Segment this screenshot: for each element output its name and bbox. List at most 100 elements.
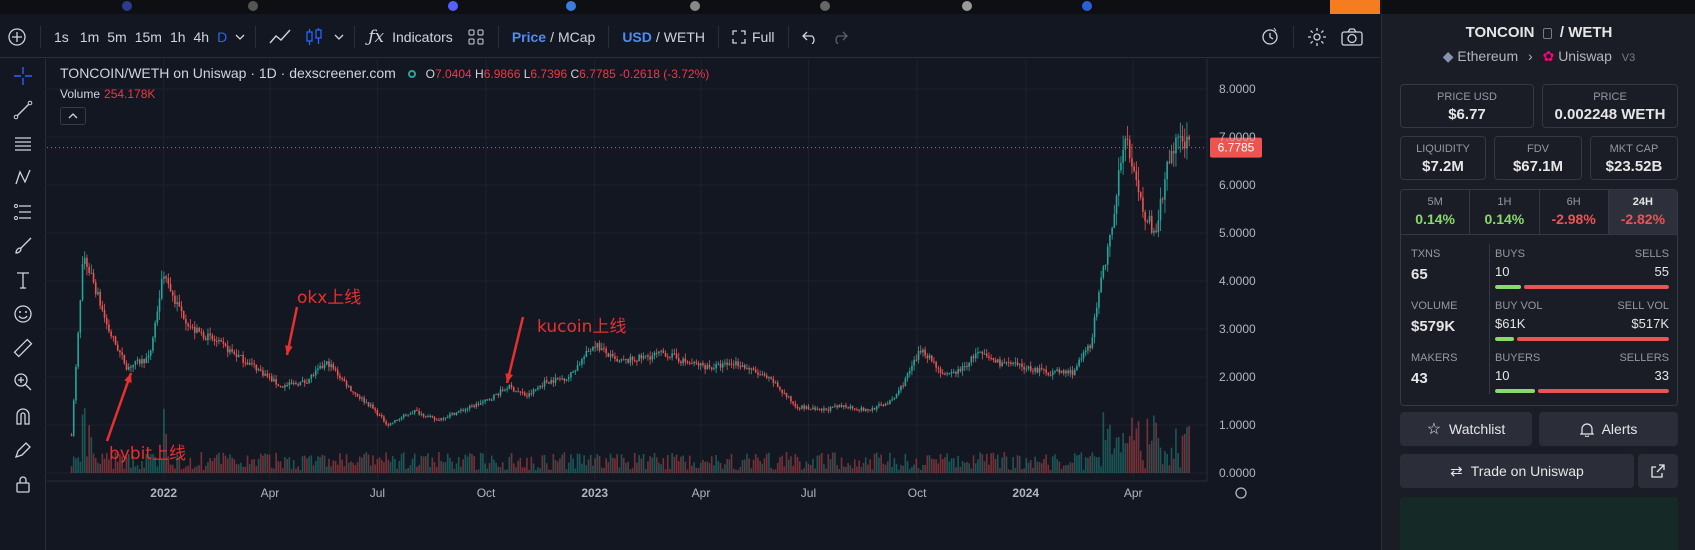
trade-button[interactable]: ⇄ Trade on Uniswap [1400,454,1634,488]
add-symbol-button[interactable] [0,16,34,58]
alerts-button[interactable]: Alerts [1539,412,1678,446]
volume-bar [600,467,603,473]
emoji-tool[interactable] [0,297,46,331]
tab-favicon[interactable] [122,1,132,11]
volume-bar [680,456,682,473]
currency-toggle[interactable]: USD / WETH [622,28,705,45]
volume-bar [255,465,258,473]
tab-favicon[interactable] [248,1,258,11]
candle-body [798,408,801,410]
replay-button[interactable] [1253,16,1287,58]
brush-tool[interactable] [0,229,46,263]
candle-body [413,409,416,413]
browser-extension-button[interactable] [1330,0,1380,14]
toolbar-right-group [1253,16,1370,58]
tab-1h[interactable]: 1H 0.14% [1470,190,1540,234]
copy-icon[interactable] [1542,27,1552,39]
tab-favicon[interactable] [690,1,700,11]
interval-4h[interactable]: 4h [193,28,210,45]
text-tool[interactable] [0,263,46,297]
volume-bar [785,452,788,473]
interval-1m[interactable]: 1m [79,28,100,45]
chart-type-dropdown[interactable] [330,16,348,58]
horizontal-lines-tool[interactable] [0,127,46,161]
trendline-tool[interactable] [0,93,46,127]
magnet-tool[interactable] [0,399,46,433]
volume-bar [264,453,266,473]
weth-option[interactable]: WETH [663,28,705,45]
candle-body [209,333,211,336]
chain-link[interactable]: Ethereum [1457,48,1519,64]
candle-body [372,404,374,409]
templates-button[interactable] [460,16,492,58]
price-mcap-toggle[interactable]: Price / MCap [511,28,596,45]
volume-bar [442,462,445,473]
ruler-tool[interactable] [0,331,46,365]
watchlist-button[interactable]: ☆ Watchlist [1400,412,1532,446]
volume-bar [1115,437,1118,473]
tab-favicon[interactable] [1082,1,1092,11]
dex-link[interactable]: Uniswap [1558,48,1612,64]
candle-body [288,382,291,386]
volume-bar [143,467,145,473]
tab-favicon[interactable] [962,1,972,11]
line-chart-type-button[interactable] [262,16,298,58]
tab-5m[interactable]: 5M 0.14% [1401,190,1471,234]
interval-dropdown[interactable] [231,16,249,58]
volume-bar [1095,457,1098,473]
volume-bar [277,461,280,473]
volume-bar [732,468,735,473]
pattern-tool[interactable] [0,161,46,195]
lock-tool[interactable] [0,467,46,501]
fullscreen-button[interactable]: Full [725,16,782,58]
candle-body [334,368,337,371]
chart-canvas[interactable]: 6.7785 8.0000 7.0000 6.0000 5.0000 4.0000 3.0… [47,59,1380,550]
candle-body [1179,136,1182,138]
candle-body [1040,367,1043,369]
fib-tool[interactable] [0,195,46,229]
zoom-tool[interactable] [0,365,46,399]
undo-button[interactable] [795,16,825,58]
indicators-button[interactable]: ƒx Indicators [361,16,460,58]
volume-bar [132,458,134,473]
external-link-button[interactable] [1638,454,1678,488]
interval-1h[interactable]: 1h [169,28,186,45]
tab-6h[interactable]: 6H -2.98% [1540,190,1609,234]
tab-favicon[interactable] [566,1,576,11]
price-chart[interactable]: 6.7785 8.0000 7.0000 6.0000 5.0000 4.0000 3.0… [47,59,1380,550]
interval-1d[interactable]: D [217,28,228,45]
volume-bar [1016,455,1019,473]
tab-24h[interactable]: 24H -2.82% [1608,190,1677,234]
volume-bar [275,452,277,473]
candle-body [1067,370,1069,374]
volume-bar [1133,440,1135,473]
mcap-option[interactable]: MCap [557,28,596,45]
candle-body [1045,369,1047,373]
redo-button[interactable] [825,16,855,58]
candle-body [493,394,495,400]
interval-1s[interactable]: 1s [54,28,69,45]
volume-bar [418,465,420,473]
candle-chart-type-button[interactable] [298,16,330,58]
settings-button[interactable] [1300,16,1334,58]
volume-bar [158,458,161,473]
screenshot-button[interactable] [1334,16,1370,58]
volume-bar [312,465,315,473]
collapse-legend-button[interactable] [60,107,86,125]
volume-bar [176,453,178,473]
candle-body [924,349,926,356]
interval-15m[interactable]: 15m [134,28,162,45]
volume-bar [431,457,434,473]
candle-body [1172,151,1175,154]
tab-favicon[interactable] [448,1,458,11]
interval-5m[interactable]: 5m [107,28,127,45]
crosshair-tool[interactable] [0,59,46,93]
volume-bar [752,459,755,473]
usd-option[interactable]: USD [622,28,652,45]
volume-bar [959,466,962,473]
volume-bar [79,461,82,473]
tab-favicon[interactable] [820,1,830,11]
price-option[interactable]: Price [511,28,547,45]
lock-drawing-tool[interactable] [0,433,46,467]
axis-settings-icon[interactable] [1235,487,1247,499]
